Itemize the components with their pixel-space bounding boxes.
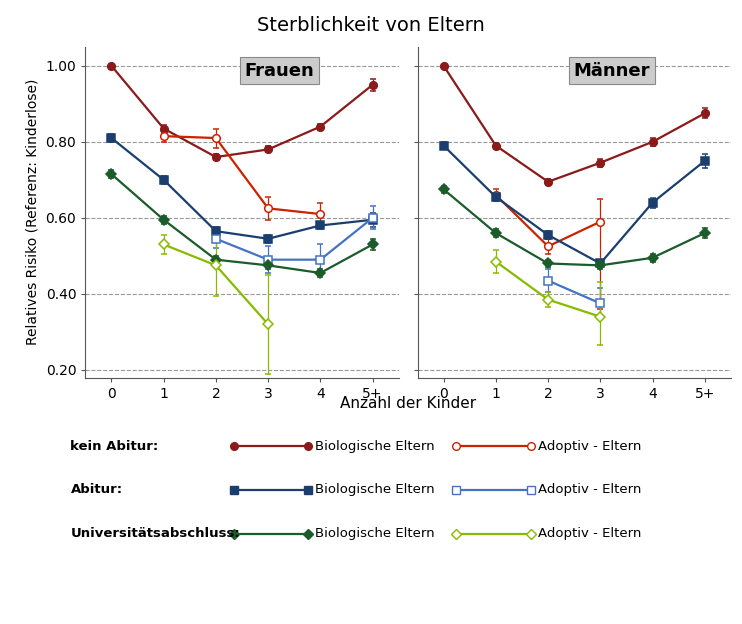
Text: Anzahl der Kinder: Anzahl der Kinder <box>340 396 476 411</box>
Text: Adoptiv - Eltern: Adoptiv - Eltern <box>538 484 641 496</box>
Text: Abitur:: Abitur: <box>70 484 122 496</box>
Y-axis label: Relatives Risiko (Referenz: Kinderlose): Relatives Risiko (Referenz: Kinderlose) <box>26 79 40 345</box>
Text: Männer: Männer <box>574 62 650 80</box>
Text: Biologische Eltern: Biologische Eltern <box>315 527 435 540</box>
Text: kein Abitur:: kein Abitur: <box>70 440 159 452</box>
Text: Sterblichkeit von Eltern: Sterblichkeit von Eltern <box>257 16 485 34</box>
Text: Biologische Eltern: Biologische Eltern <box>315 440 435 452</box>
Text: Adoptiv - Eltern: Adoptiv - Eltern <box>538 440 641 452</box>
Text: Biologische Eltern: Biologische Eltern <box>315 484 435 496</box>
Text: Frauen: Frauen <box>245 62 315 80</box>
Text: Universitätsabschluss:: Universitätsabschluss: <box>70 527 240 540</box>
Text: Adoptiv - Eltern: Adoptiv - Eltern <box>538 527 641 540</box>
